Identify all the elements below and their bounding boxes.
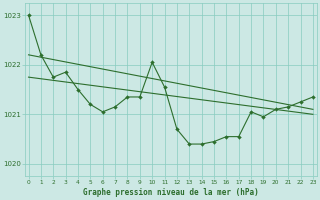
X-axis label: Graphe pression niveau de la mer (hPa): Graphe pression niveau de la mer (hPa) — [83, 188, 259, 197]
